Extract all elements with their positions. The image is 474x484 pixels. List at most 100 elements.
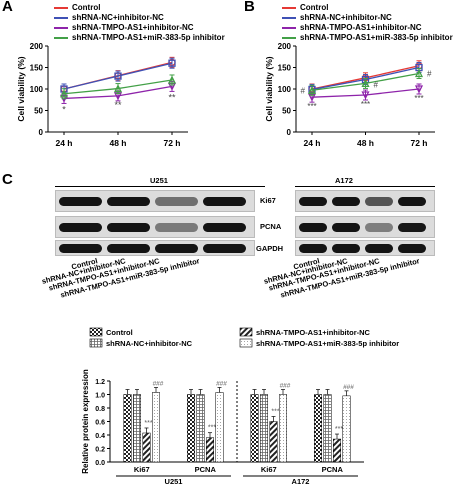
bar-legend-label-0: Control [106,328,133,337]
a-point-1-1 [114,72,122,80]
blot-a172-band-1-2 [365,222,393,232]
bar-legend-swatch-3 [239,338,253,348]
bar-sig-star-1: *** [208,425,216,432]
bar-ytick-label-2: 0.4 [95,433,105,440]
bar-1-1 [196,394,205,463]
bar-3-1 [323,394,332,463]
blot-a172-band-2-3 [398,243,426,253]
b-sig-72h: *** [414,94,423,103]
legend-b-label-1: shRNA-NC+inhibitor-NC [300,13,392,22]
bar-legend-label-3: shRNA-TMPO-AS1+miR-383-5p inhibitor [256,339,399,348]
bar-ylabel: Relative protein expression [81,369,90,474]
legend-b-label-2: shRNA-TMPO-AS1+inhibitor-NC [300,23,422,32]
a-sig-72h: ** [168,92,176,102]
legend-a-label-3: shRNA-TMPO-AS1+miR-383-5p inhibitor [72,33,225,42]
blot-a172-band-2-2 [365,243,393,253]
legend-a-line-1 [54,17,68,19]
bar-legend-swatch-1 [89,338,103,348]
blot-u251-band-0-0 [59,196,102,206]
bar-3-3 [342,395,351,463]
b-ytick-label-1: 50 [282,107,291,116]
bar-group-label-3: PCNA [322,465,344,474]
panel-label-a: A [2,0,13,15]
blot-u251-band-2-3 [203,243,246,253]
u251-bar [55,186,265,187]
row-label-ki67: Ki67 [260,196,276,205]
b-ylabel: Cell viability (%) [264,56,274,121]
blot-a172-band-0-2 [365,196,393,206]
bar-1-0 [187,394,195,463]
b-point-2-1 [361,91,370,100]
b-sig-48h: *** [361,100,370,109]
blot-u251-band-2-2 [155,243,198,253]
blot-u251-band-0-3 [203,196,246,206]
a-ylabel: Cell viability (%) [16,56,26,121]
b-hash-72h: # [427,70,432,79]
a-xtick-label-2: 72 h [163,138,180,148]
blot-u251-band-1-1 [107,222,150,232]
b-sig-24h: *** [307,102,316,111]
panel-label-c: C [2,171,13,188]
blot-u251-band-1-2 [155,222,198,232]
bar-1-2 [206,437,214,463]
b-ytick-label-2: 100 [278,85,292,94]
a-series-3 [59,74,177,100]
b-xtick-label-0: 24 h [303,138,320,148]
legend-b-line-0 [282,7,296,9]
b-point-3-2 [414,69,424,78]
blot-a172-band-1-1 [332,222,360,232]
bar-0-1 [133,394,141,463]
bar-group-label-2: Ki67 [261,465,277,474]
bar-sig-hash-2: ### [280,383,291,390]
blot-u251-band-0-2 [155,196,198,206]
bar-0-2 [142,432,151,463]
a-xtick-label-0: 24 h [55,138,72,148]
a-ytick-label-1: 50 [34,107,43,116]
blot-u251-label: U251 [150,176,168,185]
b-ytick-label-0: 0 [287,128,292,137]
bar-sig-hash-0: ### [153,380,164,387]
bar-chart-c: Control shRNA-NC+inhibitor-NC shRNA-TMPO-A… [81,327,399,484]
legend-a-line-2 [54,27,68,29]
row-label-pcna: PCNA [260,222,282,231]
bar-line-label-1: A172 [292,477,310,484]
blot-a172-band-0-1 [332,196,360,206]
b-point-3-0 [307,85,317,94]
blot-u251-band-2-0 [59,243,102,253]
bar-3-2 [333,438,341,463]
bar-group-label-0: Ki67 [134,465,150,474]
legend-b-line-3 [282,37,296,39]
blot-a172-band-2-0 [299,243,327,253]
bar-sig-hash-3: ### [343,384,354,391]
bar-ytick-label-6: 1.2 [95,379,105,386]
blot-a172-band-1-3 [398,222,426,232]
line-chart-a: 0 50 100 150 200 24 h 48 h 72 h Cell viability (… [16,42,188,148]
legend-a-label-1: shRNA-NC+inhibitor-NC [72,13,164,22]
a172-bar [295,186,435,187]
b-xtick-label-2: 72 h [410,138,427,148]
bar-ytick-label-0: 0.0 [95,460,105,467]
b-hash-48h: # [374,80,379,89]
a-point-1-2 [168,59,176,67]
bar-sig-star-0: *** [144,420,152,427]
a-ytick-label-4: 200 [30,42,44,51]
blot-u251-band-0-1 [107,196,150,206]
a-point-3-1 [113,84,123,93]
bar-sig-star-3: *** [335,426,343,433]
bar-ytick-label-5: 1.0 [95,393,105,400]
legend-b-label-3: shRNA-TMPO-AS1+miR-383-5p inhibitor [300,33,453,42]
b-point-3-1 [361,78,370,88]
legend-a-line-3 [54,37,68,39]
b-hash-24h: # [301,86,306,95]
bar-1-3 [215,392,224,463]
blot-a172-band-1-0 [299,222,327,232]
blot-a172-label: A172 [335,176,353,185]
bar-legend-swatch-2 [239,327,253,337]
bar-ytick-label-1: 0.2 [95,447,105,454]
legend-b-line-2 [282,27,296,29]
blot-u251-band-1-3 [203,222,246,232]
bar-sig-star-2: *** [271,409,279,416]
blot-a172-band-2-1 [332,243,360,253]
a-point-3-2 [167,75,177,84]
a-sig-24h: * [62,104,66,114]
